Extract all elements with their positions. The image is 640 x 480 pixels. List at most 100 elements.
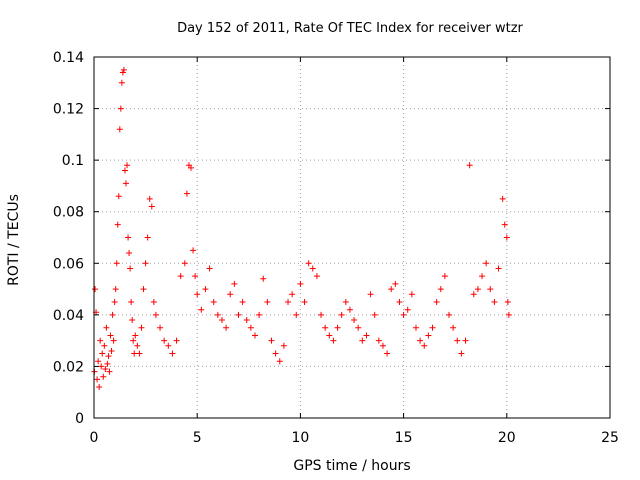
data-point xyxy=(188,164,195,171)
data-point xyxy=(293,311,300,318)
data-point xyxy=(326,332,333,339)
data-point xyxy=(301,298,308,305)
data-point xyxy=(404,306,411,313)
data-point xyxy=(136,350,143,357)
data-point xyxy=(210,298,217,305)
data-point xyxy=(408,291,415,298)
data-point xyxy=(309,265,316,272)
x-tick-label: 20 xyxy=(498,430,516,446)
data-point xyxy=(421,342,428,349)
data-point xyxy=(100,373,107,380)
data-point xyxy=(102,366,109,373)
data-point xyxy=(138,324,145,331)
data-point xyxy=(116,126,123,133)
data-point xyxy=(227,291,234,298)
data-point xyxy=(115,193,122,200)
data-point xyxy=(152,311,159,318)
data-point xyxy=(107,332,114,339)
axes: 0 5 10 15 20 25 0 0.02 0.04 0.06 0.08 0.1 0.12 0.14 xyxy=(53,50,619,446)
data-point xyxy=(202,286,209,293)
data-point xyxy=(342,298,349,305)
data-point xyxy=(112,286,119,293)
data-point xyxy=(346,306,353,313)
data-point xyxy=(251,332,258,339)
data-point xyxy=(173,337,180,344)
data-point xyxy=(505,311,512,318)
data-point xyxy=(181,260,188,267)
data-point xyxy=(272,350,279,357)
data-point xyxy=(305,260,312,267)
data-point xyxy=(412,324,419,331)
data-point xyxy=(256,311,263,318)
data-point xyxy=(165,342,172,349)
x-tick-label: 10 xyxy=(291,430,309,446)
y-tick-label: 0.06 xyxy=(53,256,84,272)
data-point xyxy=(132,332,139,339)
data-point xyxy=(114,221,121,228)
data-point xyxy=(388,286,395,293)
y-tick-label: 0 xyxy=(75,411,84,427)
data-point xyxy=(120,66,127,73)
data-point xyxy=(109,311,116,318)
data-point xyxy=(214,311,221,318)
data-point xyxy=(98,363,105,370)
data-point xyxy=(367,291,374,298)
data-point xyxy=(101,342,108,349)
data-point xyxy=(142,260,149,267)
data-point xyxy=(117,105,124,112)
data-point xyxy=(92,286,99,293)
data-point xyxy=(454,337,461,344)
x-tick-label: 0 xyxy=(90,430,99,446)
data-point xyxy=(504,298,511,305)
data-point xyxy=(131,350,138,357)
data-point xyxy=(243,317,250,324)
data-point xyxy=(106,368,113,375)
data-point xyxy=(276,358,283,365)
data-point xyxy=(330,337,337,344)
y-tick-label: 0.02 xyxy=(53,359,84,375)
data-point xyxy=(247,324,254,331)
data-point xyxy=(96,384,103,391)
data-point xyxy=(140,286,147,293)
data-point xyxy=(470,291,477,298)
data-point xyxy=(499,195,506,202)
y-tick-label: 0.12 xyxy=(53,102,84,118)
data-point xyxy=(474,286,481,293)
data-point xyxy=(458,350,465,357)
y-tick-label: 0.14 xyxy=(53,50,84,66)
data-point xyxy=(94,376,101,383)
data-point xyxy=(462,337,469,344)
grid xyxy=(94,57,610,418)
data-point xyxy=(285,298,292,305)
data-point xyxy=(121,167,128,174)
data-point xyxy=(150,298,157,305)
data-point xyxy=(446,311,453,318)
data-point xyxy=(260,275,267,282)
data-point xyxy=(99,350,106,357)
data-point xyxy=(144,234,151,241)
data-point xyxy=(218,317,225,324)
data-point xyxy=(487,286,494,293)
data-point xyxy=(223,324,230,331)
x-axis-label: GPS time / hours xyxy=(293,458,410,474)
data-point xyxy=(429,324,436,331)
data-point xyxy=(437,286,444,293)
data-point xyxy=(483,260,490,267)
data-point xyxy=(297,280,304,287)
data-point xyxy=(425,332,432,339)
data-point xyxy=(161,337,168,344)
data-point xyxy=(371,311,378,318)
data-point xyxy=(111,298,118,305)
data-point xyxy=(479,273,486,280)
data-point xyxy=(503,234,510,241)
data-point xyxy=(128,298,135,305)
data-point xyxy=(396,298,403,305)
data-point xyxy=(334,324,341,331)
data-point xyxy=(124,162,131,169)
data-point xyxy=(104,360,111,367)
y-axis-label: ROTI / TECUs xyxy=(6,194,22,286)
data-point xyxy=(95,358,102,365)
data-points xyxy=(91,66,512,391)
chart-title: Day 152 of 2011, Rate Of TEC Index for r… xyxy=(177,21,523,36)
